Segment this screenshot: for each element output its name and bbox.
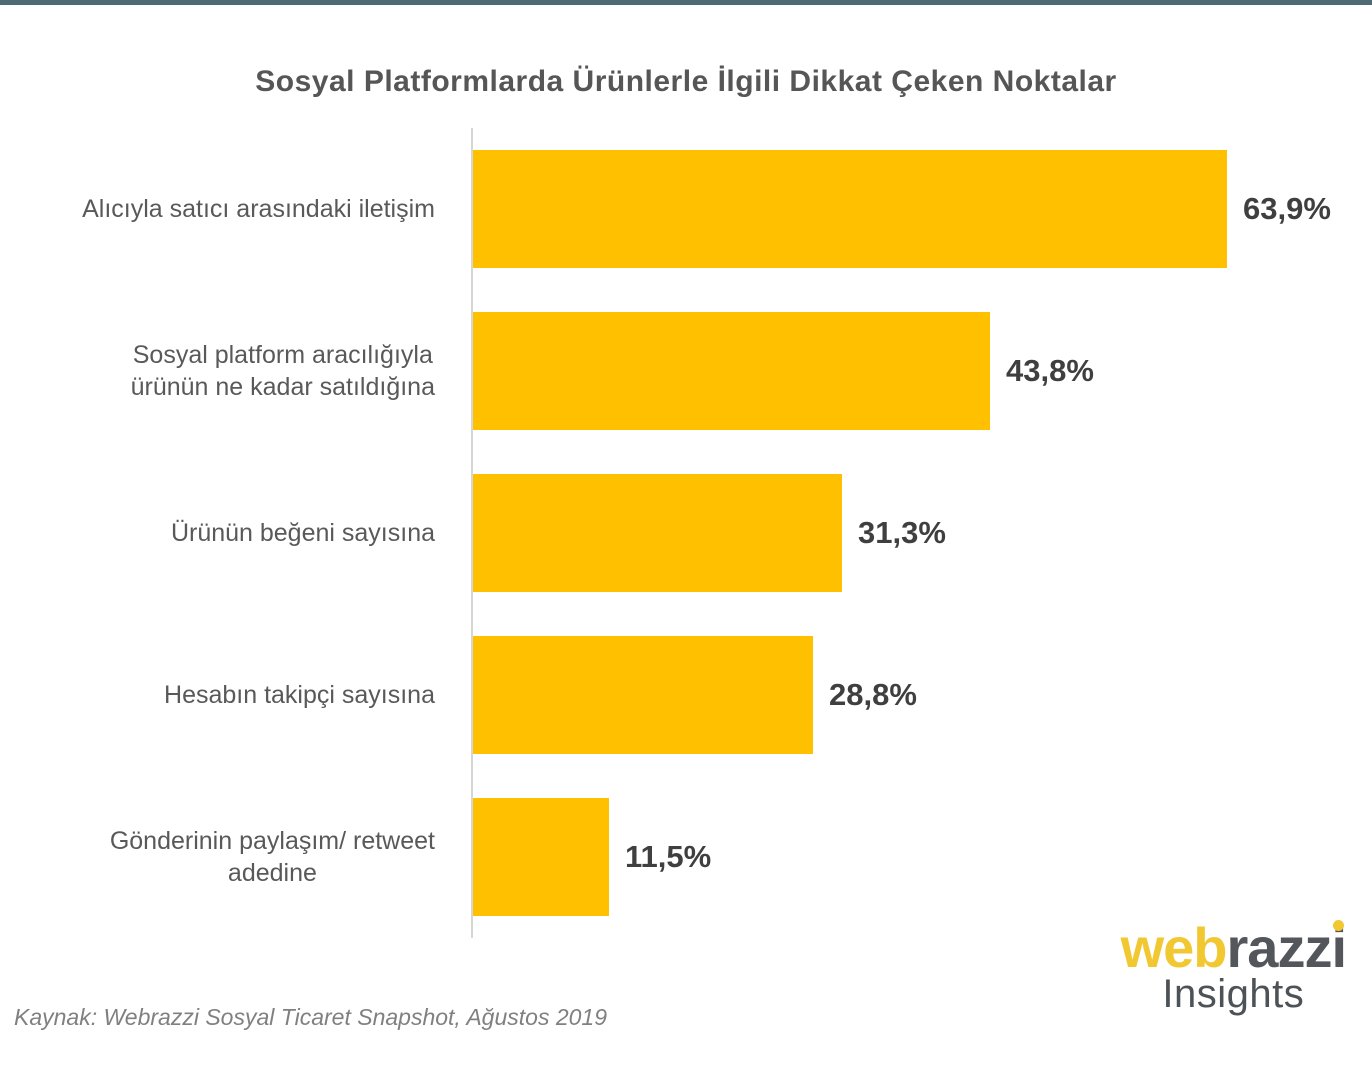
value-label: 28,8% — [829, 677, 917, 712]
source-note: Kaynak: Webrazzi Sosyal Ticaret Snapshot… — [14, 1004, 608, 1030]
chart-row: Hesabın takipçi sayısına 28,8% — [0, 614, 1372, 776]
bar — [473, 312, 990, 430]
value-label: 31,3% — [858, 515, 946, 550]
top-accent-strip — [0, 0, 1372, 5]
bar — [473, 798, 609, 916]
y-axis-line — [471, 128, 473, 938]
category-label: Alıcıyla satıcı arasındaki iletişim — [82, 195, 435, 223]
bar — [473, 150, 1227, 268]
bar — [473, 474, 842, 592]
chart-row: Ürünün beğeni sayısına 31,3% — [0, 452, 1372, 614]
bar-chart: Alıcıyla satıcı arasındaki iletişim 63,9%… — [0, 128, 1372, 938]
bar — [473, 636, 813, 754]
logo-i-dot-icon — [1333, 920, 1344, 931]
category-label: Ürünün beğeni sayısına — [170, 519, 435, 547]
category-label: Hesabın takipçi sayısına — [164, 681, 435, 709]
logo-wordmark: webrazzi — [1121, 920, 1347, 976]
value-label: 11,5% — [625, 839, 712, 874]
logo-subtitle: Insights — [1162, 972, 1305, 1016]
chart-title: Sosyal Platformlarda Ürünlerle İlgili Di… — [255, 65, 1117, 99]
category-label: Gönderinin paylaşım/ retweet adedine — [109, 827, 435, 887]
logo-part-web: web — [1120, 916, 1228, 979]
chart-row: Sosyal platform aracılığıyla ürünün ne k… — [0, 290, 1372, 452]
chart-row: Gönderinin paylaşım/ retweet adedine 11,5… — [0, 776, 1372, 938]
value-label: 63,9% — [1243, 191, 1331, 226]
value-label: 43,8% — [1006, 353, 1094, 388]
chart-rows: Alıcıyla satıcı arasındaki iletişim 63,9%… — [0, 128, 1372, 938]
chart-row: Alıcıyla satıcı arasındaki iletişim 63,9% — [0, 128, 1372, 290]
webrazzi-logo: webrazzi Insights — [1121, 920, 1347, 1017]
logo-part-razzi: razzi — [1226, 916, 1347, 979]
category-label: Sosyal platform aracılığıyla ürünün ne k… — [130, 341, 435, 401]
